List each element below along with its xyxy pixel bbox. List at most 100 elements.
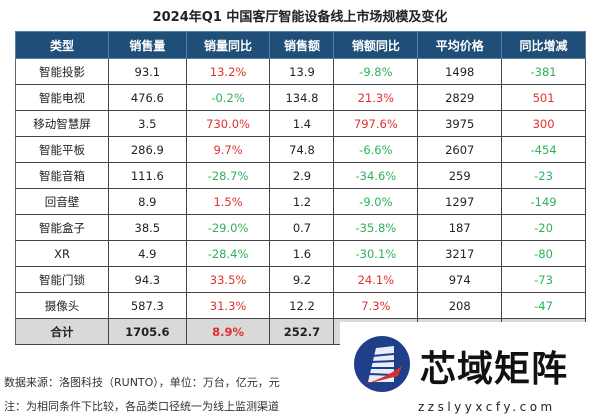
table-cell: 476.6 (108, 84, 187, 111)
column-header: 类型 (15, 31, 109, 59)
table-cell: 187 (417, 214, 503, 241)
table-cell: 3217 (417, 240, 503, 267)
watermark: 芯域矩阵 zzslyyxcfy.com (340, 322, 600, 417)
table-cell: 38.5 (108, 214, 187, 241)
table-row: 回音壁 8.9 1.5% 1.2 -9.0% 1297 -149 (15, 188, 586, 215)
total-cell: 252.7 (269, 318, 335, 345)
column-header: 销售额 (269, 31, 335, 59)
total-cell: 1705.6 (108, 318, 187, 345)
table-cell: 智能盒子 (15, 214, 109, 241)
table-cell: 智能电视 (15, 84, 109, 111)
table-cell: 4.9 (108, 240, 187, 267)
table-cell: 259 (417, 162, 503, 189)
table-cell: 286.9 (108, 136, 187, 163)
table-cell: 9.2 (269, 266, 335, 293)
watermark-text: 芯域矩阵 (420, 348, 569, 390)
table-cell: 3.5 (108, 110, 187, 137)
table-cell: -9.0% (333, 188, 419, 215)
table-cell: -0.2% (185, 84, 271, 111)
column-header: 平均价格 (417, 31, 503, 59)
table-cell: 21.3% (333, 84, 419, 111)
table-title: 2024年Q1 中国客厅智能设备线上市场规模及变化 (152, 10, 448, 25)
table-cell: -29.0% (185, 214, 271, 241)
table-cell: -80 (501, 240, 586, 267)
table-cell: 134.8 (269, 84, 335, 111)
table-row: XR 4.9 -28.4% 1.6 -30.1% 3217 -80 (15, 240, 586, 267)
table-cell: 33.5% (185, 266, 271, 293)
table-cell: 智能音箱 (15, 162, 109, 189)
table-cell: 智能投影 (15, 58, 109, 85)
table-row: 智能平板 286.9 9.7% 74.8 -6.6% 2607 -454 (15, 136, 586, 163)
header-row: 类型 销售量 销量同比 销售额 销额同比 平均价格 同比增减 (15, 31, 586, 59)
table-row: 移动智慧屏 3.5 730.0% 1.4 797.6% 3975 300 (15, 110, 586, 137)
table-cell: 300 (501, 110, 586, 137)
table-cell: 31.3% (185, 292, 271, 319)
table-cell: 1297 (417, 188, 503, 215)
table-row: 智能音箱 111.6 -28.7% 2.9 -34.6% 259 -23 (15, 162, 586, 189)
market-table: 类型 销售量 销量同比 销售额 销额同比 平均价格 同比增减 智能投影 93.1 13.2% 13… (15, 31, 586, 345)
table-cell: 74.8 (269, 136, 335, 163)
table-cell: -20 (501, 214, 586, 241)
table-cell: 1.4 (269, 110, 335, 137)
table-cell: -454 (501, 136, 586, 163)
table-cell: 智能门锁 (15, 266, 109, 293)
table-row: 智能电视 476.6 -0.2% 134.8 21.3% 2829 501 (15, 84, 586, 111)
table-cell: 摄像头 (15, 292, 109, 319)
table-cell: 13.9 (269, 58, 335, 85)
table-cell: 1.2 (269, 188, 335, 215)
table-cell: 587.3 (108, 292, 187, 319)
table-cell: -34.6% (333, 162, 419, 189)
table-cell: -30.1% (333, 240, 419, 267)
table-cell: 智能平板 (15, 136, 109, 163)
total-cell: 合计 (15, 318, 109, 345)
table-cell: -28.7% (185, 162, 271, 189)
watermark-logo-icon (354, 336, 410, 392)
table-cell: 2829 (417, 84, 503, 111)
table-cell: -35.8% (333, 214, 419, 241)
table-row: 智能门锁 94.3 33.5% 9.2 24.1% 974 -73 (15, 266, 586, 293)
table-cell: 3975 (417, 110, 503, 137)
table-cell: 797.6% (333, 110, 419, 137)
table-cell: 974 (417, 266, 503, 293)
table-cell: -381 (501, 58, 586, 85)
column-header: 同比增减 (501, 31, 586, 59)
table-cell: -28.4% (185, 240, 271, 267)
table-cell: -23 (501, 162, 586, 189)
table-cell: -9.8% (333, 58, 419, 85)
table-cell: -6.6% (333, 136, 419, 163)
table-cell: 1498 (417, 58, 503, 85)
source-note: 数据来源：洛图科技（RUNTO），单位：万台，亿元，元 (4, 376, 280, 389)
table-cell: -149 (501, 188, 586, 215)
table-cell: 208 (417, 292, 503, 319)
table-cell: 730.0% (185, 110, 271, 137)
table-cell: 1.5% (185, 188, 271, 215)
table-cell: 2.9 (269, 162, 335, 189)
table-cell: 0.7 (269, 214, 335, 241)
table-cell: 94.3 (108, 266, 187, 293)
total-cell: 8.9% (185, 318, 271, 345)
table-cell: 8.9 (108, 188, 187, 215)
table-cell: 1.6 (269, 240, 335, 267)
watermark-url: zzslyyxcfy.com (418, 400, 556, 414)
table-cell: 93.1 (108, 58, 187, 85)
table-cell: XR (15, 240, 109, 267)
table-cell: 501 (501, 84, 586, 111)
footnote: 注：为相同条件下比较，各品类口径统一为线上监测渠道 (4, 400, 279, 413)
column-header: 销量同比 (185, 31, 271, 59)
table-row: 智能盒子 38.5 -29.0% 0.7 -35.8% 187 -20 (15, 214, 586, 241)
column-header: 销售量 (108, 31, 187, 59)
table-cell: 13.2% (185, 58, 271, 85)
table-cell: 12.2 (269, 292, 335, 319)
table-cell: 7.3% (333, 292, 419, 319)
table-cell: 移动智慧屏 (15, 110, 109, 137)
table-cell: -73 (501, 266, 586, 293)
table-row: 摄像头 587.3 31.3% 12.2 7.3% 208 -47 (15, 292, 586, 319)
table-cell: 24.1% (333, 266, 419, 293)
table-cell: -47 (501, 292, 586, 319)
table-cell: 111.6 (108, 162, 187, 189)
table-row: 智能投影 93.1 13.2% 13.9 -9.8% 1498 -381 (15, 58, 586, 85)
table-cell: 2607 (417, 136, 503, 163)
table-cell: 回音壁 (15, 188, 109, 215)
table-cell: 9.7% (185, 136, 271, 163)
column-header: 销额同比 (333, 31, 419, 59)
